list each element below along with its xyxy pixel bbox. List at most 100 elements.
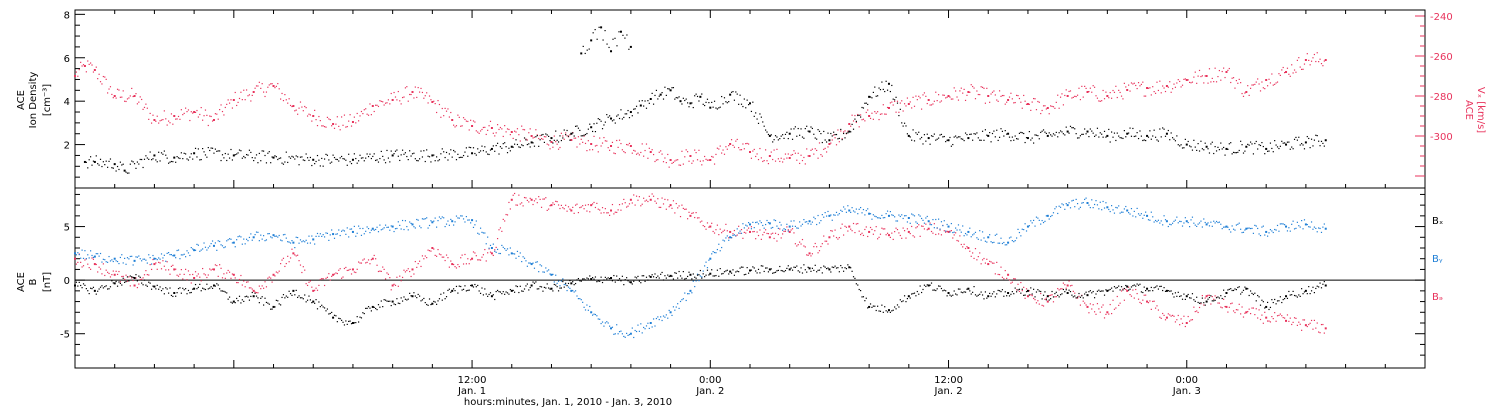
data-point — [788, 268, 791, 271]
data-point — [1324, 139, 1327, 142]
data-point — [437, 99, 439, 102]
data-point — [109, 86, 112, 88]
data-point — [1037, 300, 1039, 302]
data-point — [1062, 288, 1064, 291]
data-point — [1130, 135, 1133, 137]
data-point — [165, 154, 167, 156]
data-point — [601, 128, 604, 130]
data-point — [661, 197, 663, 199]
data-point — [579, 129, 581, 132]
data-point — [776, 270, 778, 272]
data-point — [648, 327, 650, 330]
data-point — [830, 230, 832, 232]
data-point — [688, 271, 690, 273]
data-point — [232, 300, 235, 303]
data-point — [1140, 302, 1142, 305]
data-point — [238, 235, 241, 237]
data-point — [913, 140, 916, 142]
data-point — [1102, 200, 1104, 203]
data-point — [1054, 134, 1056, 136]
data-point — [1189, 297, 1191, 299]
data-point — [383, 299, 385, 301]
data-point — [1292, 290, 1294, 292]
data-point — [139, 276, 141, 278]
data-point — [346, 164, 348, 166]
data-point — [91, 164, 93, 166]
data-point — [685, 208, 687, 210]
data-point — [339, 318, 341, 320]
data-point — [613, 333, 615, 335]
data-point — [501, 244, 503, 247]
data-point — [431, 221, 434, 224]
data-point — [803, 245, 805, 247]
data-point — [362, 112, 364, 115]
data-point — [438, 253, 441, 255]
data-point — [1123, 82, 1125, 84]
data-point — [146, 157, 148, 159]
data-point — [556, 282, 558, 284]
data-point — [1156, 220, 1158, 223]
data-point — [591, 149, 594, 151]
data-point — [187, 289, 190, 292]
data-point — [590, 39, 593, 42]
data-point — [705, 228, 707, 230]
data-point — [207, 288, 209, 290]
data-point — [1279, 313, 1281, 315]
data-point — [810, 255, 812, 257]
data-point — [74, 75, 76, 77]
data-point — [1306, 293, 1308, 295]
data-point — [163, 254, 165, 256]
data-point — [433, 300, 435, 303]
data-point — [674, 98, 676, 100]
data-point — [750, 228, 753, 230]
data-point — [342, 157, 344, 160]
data-point — [655, 202, 658, 204]
data-point — [745, 143, 747, 145]
data-point — [1170, 224, 1172, 226]
data-point — [104, 164, 106, 166]
data-point — [1118, 205, 1120, 207]
data-point — [1274, 298, 1276, 301]
data-point — [652, 195, 655, 197]
data-point — [691, 212, 693, 215]
data-point — [912, 235, 914, 237]
data-point — [400, 297, 402, 299]
data-point — [776, 240, 778, 242]
data-point — [289, 257, 292, 259]
data-point — [635, 277, 638, 279]
data-point — [287, 161, 289, 164]
data-point — [546, 143, 548, 145]
data-point — [540, 265, 543, 267]
data-point — [1282, 298, 1284, 301]
data-point — [82, 283, 85, 285]
data-point — [960, 231, 962, 233]
data-point — [776, 225, 778, 227]
data-point — [1154, 286, 1157, 288]
data-point — [298, 242, 300, 244]
data-point — [394, 228, 397, 230]
data-point — [261, 285, 263, 287]
data-point — [81, 266, 83, 268]
data-point — [905, 105, 907, 107]
data-point — [1154, 219, 1157, 222]
data-point — [244, 296, 246, 298]
data-point — [607, 277, 609, 279]
data-point — [397, 155, 399, 157]
data-point — [772, 272, 774, 274]
data-point — [367, 228, 370, 230]
data-point — [740, 228, 743, 231]
data-point — [1174, 140, 1177, 142]
data-point — [587, 309, 589, 311]
data-point — [369, 263, 371, 265]
x-tick-label: 12:00 — [934, 375, 963, 386]
data-point — [777, 227, 779, 229]
data-point — [685, 98, 687, 100]
data-point — [972, 234, 974, 236]
data-point — [363, 233, 365, 235]
data-point — [232, 273, 235, 276]
data-point — [557, 141, 560, 143]
data-point — [1042, 294, 1045, 296]
data-point — [396, 298, 398, 300]
data-point — [990, 93, 992, 95]
data-point — [475, 154, 477, 156]
